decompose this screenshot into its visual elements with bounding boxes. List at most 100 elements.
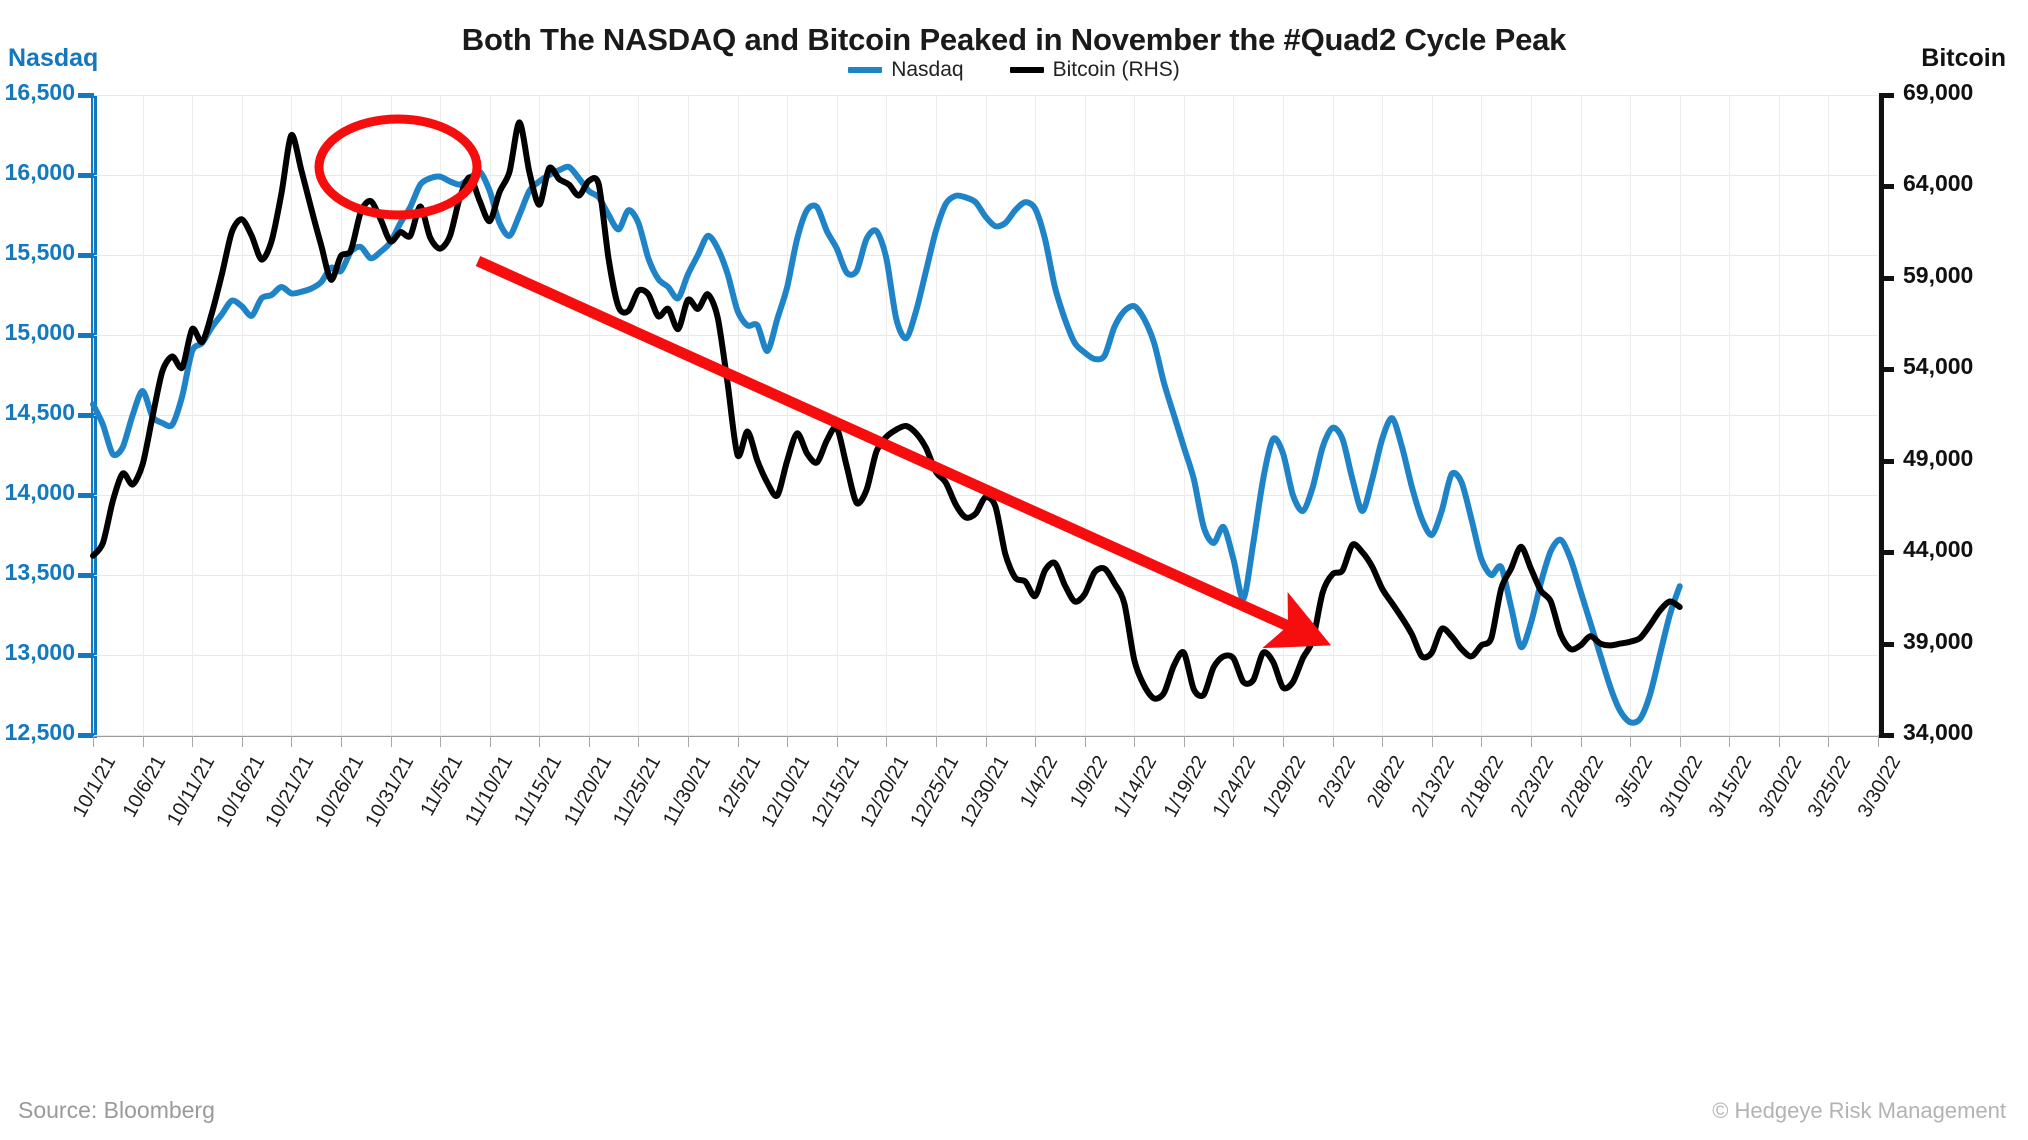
gridline-horizontal: [93, 735, 1878, 736]
x-axis-tick: [738, 736, 739, 747]
x-axis-tick: [1333, 736, 1334, 747]
gridline-horizontal: [93, 95, 1878, 96]
left-axis-tick: [78, 653, 94, 658]
gridline-horizontal: [93, 655, 1878, 656]
left-axis-tick: [78, 333, 94, 338]
x-axis-tick: [539, 736, 540, 747]
x-axis-tick: [589, 736, 590, 747]
left-axis-tick-label: 16,000: [4, 159, 75, 185]
gridline-vertical: [638, 95, 639, 735]
x-axis-tick: [143, 736, 144, 747]
right-axis-tick: [1879, 733, 1894, 738]
x-axis-tick: [1828, 736, 1829, 747]
left-axis-tick-label: 15,000: [4, 319, 75, 345]
red-downtrend-arrow: [475, 255, 1332, 649]
gridline-horizontal: [93, 255, 1878, 256]
gridline-vertical: [1581, 95, 1582, 735]
x-axis-tick: [1680, 736, 1681, 747]
gridline-vertical: [192, 95, 193, 735]
x-axis-tick: [1630, 736, 1631, 747]
x-axis-tick: [1184, 736, 1185, 747]
gridline-vertical: [1184, 95, 1185, 735]
x-axis-tick: [1382, 736, 1383, 747]
gridline-vertical: [490, 95, 491, 735]
x-axis-tick: [1085, 736, 1086, 747]
right-axis-tick-label: 54,000: [1903, 353, 1974, 379]
series-line-bitcoin: [90, 119, 1683, 702]
x-axis-tick: [341, 736, 342, 747]
gridline-vertical: [886, 95, 887, 735]
gridline-vertical: [936, 95, 937, 735]
x-axis-tick: [886, 736, 887, 747]
gridline-vertical: [1729, 95, 1730, 735]
gridline-horizontal: [93, 335, 1878, 336]
gridline-vertical: [242, 95, 243, 735]
x-axis-tick: [638, 736, 639, 747]
x-axis-tick: [1481, 736, 1482, 747]
left-axis-spine: [91, 95, 97, 738]
gridline-vertical: [341, 95, 342, 735]
left-axis-tick: [78, 493, 94, 498]
right-axis-tick-label: 34,000: [1903, 719, 1974, 745]
x-axis-tick: [242, 736, 243, 747]
gridline-vertical: [1481, 95, 1482, 735]
x-axis-tick: [1531, 736, 1532, 747]
gridline-vertical: [440, 95, 441, 735]
source-label: Source: Bloomberg: [18, 1097, 215, 1123]
left-axis-title: Nasdaq: [8, 44, 99, 72]
x-axis-tick: [1581, 736, 1582, 747]
gridline-vertical: [539, 95, 540, 735]
right-axis-tick: [1879, 550, 1894, 555]
gridline-vertical: [1828, 95, 1829, 735]
gridline-vertical: [1779, 95, 1780, 735]
page-title: Both The NASDAQ and Bitcoin Peaked in No…: [461, 22, 1567, 57]
left-axis-tick: [78, 413, 94, 418]
left-axis-tick: [78, 733, 94, 738]
x-axis-tick: [440, 736, 441, 747]
right-axis-tick: [1879, 642, 1894, 647]
left-axis-tick-label: 14,000: [4, 479, 75, 505]
x-axis-tick: [1729, 736, 1730, 747]
x-axis-tick: [688, 736, 689, 747]
left-axis-tick-label: 16,500: [4, 79, 75, 105]
right-axis-tick: [1879, 367, 1894, 372]
x-axis-tick: [787, 736, 788, 747]
left-axis-tick-label: 13,000: [4, 639, 75, 665]
gridline-vertical: [787, 95, 788, 735]
left-axis-tick-label: 14,500: [4, 399, 75, 425]
right-axis-tick: [1879, 93, 1894, 98]
x-axis-tick: [93, 736, 94, 747]
left-axis-tick-label: 12,500: [4, 719, 75, 745]
gridline-vertical: [738, 95, 739, 735]
x-axis-tick: [837, 736, 838, 747]
right-axis-tick: [1879, 459, 1894, 464]
left-axis-tick-label: 13,500: [4, 559, 75, 585]
left-axis-tick: [78, 173, 94, 178]
gridline-vertical: [1085, 95, 1086, 735]
x-axis-tick: [986, 736, 987, 747]
x-axis-tick: [1283, 736, 1284, 747]
gridline-vertical: [291, 95, 292, 735]
series-line-nasdaq: [90, 163, 1683, 726]
x-axis-tick: [1432, 736, 1433, 747]
x-axis-tick: [291, 736, 292, 747]
left-axis-tick-label: 15,500: [4, 239, 75, 265]
gridline-vertical: [986, 95, 987, 735]
right-axis-tick: [1879, 184, 1894, 189]
copyright-label: © Hedgeye Risk Management: [1712, 1098, 2006, 1123]
x-axis-tick: [1134, 736, 1135, 747]
right-axis-tick-label: 64,000: [1903, 170, 1974, 196]
gridline-vertical: [1233, 95, 1234, 735]
right-axis-spine: [1878, 95, 1884, 738]
right-axis-tick-label: 39,000: [1903, 628, 1974, 654]
right-axis-tick-label: 44,000: [1903, 536, 1974, 562]
x-axis-tick: [490, 736, 491, 747]
right-axis-tick-label: 49,000: [1903, 445, 1974, 471]
gridline-vertical: [143, 95, 144, 735]
gridline-vertical: [1432, 95, 1433, 735]
gridline-horizontal: [93, 575, 1878, 576]
left-axis-tick: [78, 253, 94, 258]
